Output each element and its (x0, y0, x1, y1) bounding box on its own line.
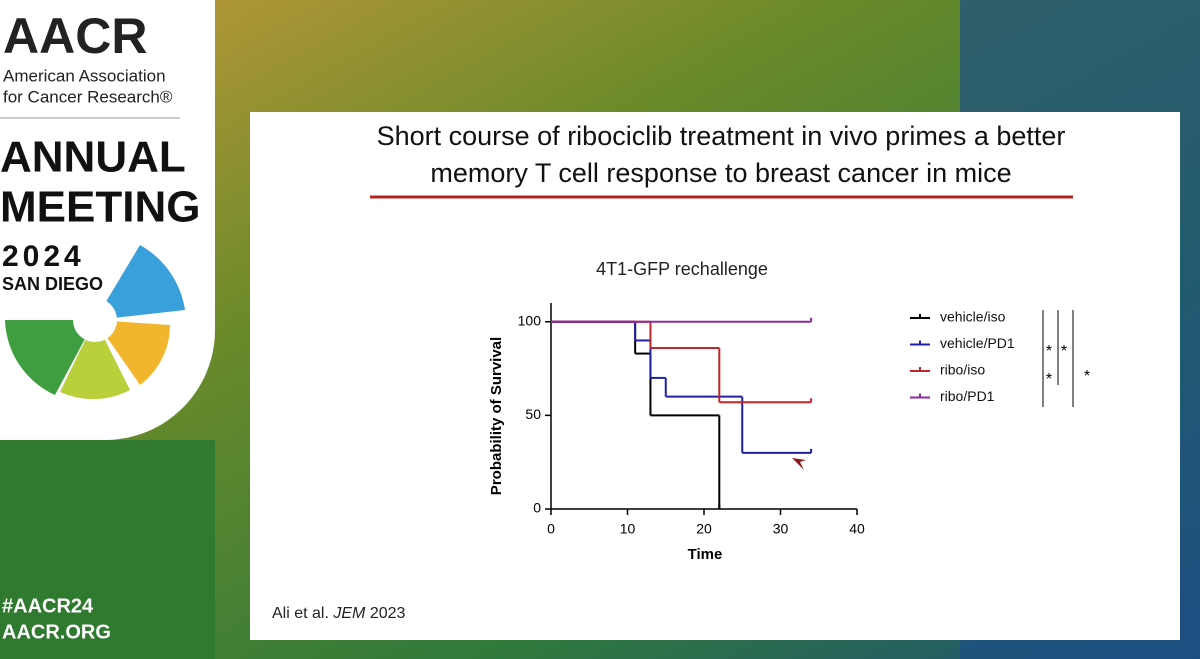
chart-title: 4T1-GFP rechallenge (596, 259, 768, 279)
y-tick-label: 0 (533, 500, 541, 516)
citation-year: 2023 (370, 605, 406, 622)
meeting-title: MEETING (0, 183, 200, 232)
meeting-year: 2024 (2, 240, 85, 273)
x-axis-label: Time (688, 546, 723, 563)
significance-star: * (1061, 343, 1067, 360)
significance-star: * (1084, 368, 1090, 385)
website: AACR.ORG (2, 621, 111, 643)
legend-label: vehicle/iso (940, 309, 1006, 325)
legend-label: vehicle/PD1 (940, 335, 1015, 351)
x-tick-label: 20 (696, 521, 712, 537)
y-axis-label: Probability of Survival (488, 337, 505, 495)
significance-star: * (1046, 343, 1052, 360)
significance-star: * (1046, 371, 1052, 388)
slide-title: Short course of ribociclib treatment in … (377, 121, 1066, 151)
org-name: American Association (3, 66, 166, 85)
x-tick-label: 30 (773, 521, 789, 537)
cursor (792, 458, 806, 470)
brand-wheel (5, 245, 185, 400)
x-tick-label: 0 (547, 521, 555, 537)
y-tick-label: 100 (518, 312, 542, 328)
citation: Ali et al. JEM 2023 (272, 605, 406, 622)
citation-authors: Ali et al. (272, 605, 329, 622)
x-tick-label: 10 (620, 521, 636, 537)
meeting-city: SAN DIEGO (2, 274, 103, 294)
slide-title: memory T cell response to breast cancer … (430, 158, 1011, 188)
significance-brackets (1042, 310, 1074, 407)
y-tick-label: 50 (525, 406, 541, 422)
legend-label: ribo/iso (940, 362, 985, 378)
org-name: for Cancer Research® (3, 87, 173, 106)
logo: AACR (3, 8, 147, 64)
background-panel (0, 440, 215, 659)
citation-journal: JEM (332, 605, 366, 622)
meeting-title: ANNUAL (0, 133, 186, 182)
slide-card (250, 112, 1180, 640)
legend-label: ribo/PD1 (940, 388, 995, 404)
hashtag: #AACR24 (2, 595, 94, 617)
x-tick-label: 40 (849, 521, 865, 537)
